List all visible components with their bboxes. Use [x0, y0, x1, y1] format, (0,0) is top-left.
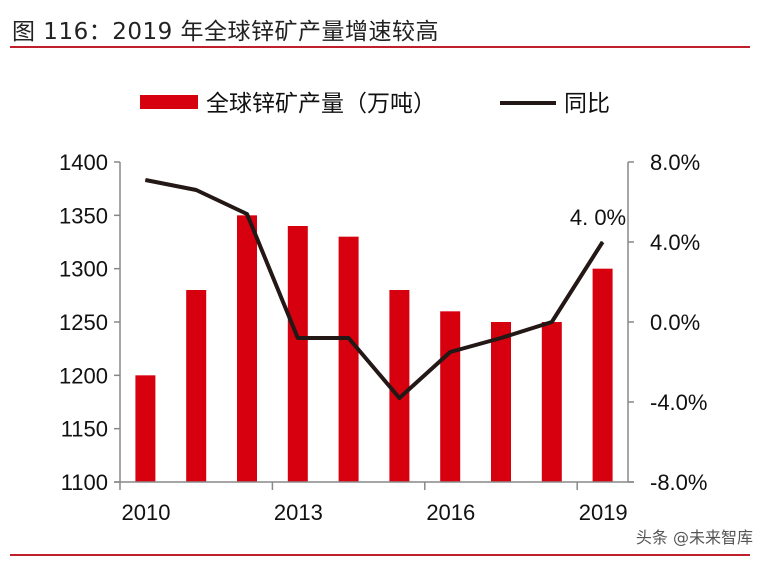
footer-rule	[10, 554, 750, 556]
bar-2012	[237, 215, 257, 483]
watermark: 头条 @未来智库	[635, 528, 753, 547]
yoy-point-2012	[246, 213, 248, 215]
bar-2013	[287, 226, 308, 482]
right-tick-label: 8.0%	[650, 150, 700, 175]
yoy-point-2014	[348, 337, 350, 339]
bar-2011	[186, 290, 207, 482]
left-tick-label: 1400	[59, 150, 108, 175]
left-tick-label: 1100	[61, 470, 108, 495]
left-tick-label: 1300	[59, 257, 108, 282]
figure-title: 图 116：2019 年全球锌矿产量增速较高	[12, 19, 440, 45]
bar-2016	[440, 311, 461, 482]
yoy-line	[145, 178, 605, 400]
bar-2014	[338, 236, 359, 482]
yoy-point-2018	[551, 321, 553, 323]
left-tick-label: 1200	[59, 363, 108, 388]
left-tick-label: 1150	[61, 417, 108, 442]
bar-2015	[389, 290, 410, 482]
yoy-point-2013	[297, 337, 299, 339]
bar-2018	[541, 322, 562, 482]
yoy-point-2015	[398, 397, 400, 399]
left-tick-label: 1350	[59, 203, 108, 228]
yoy-point-2011	[195, 189, 197, 191]
legend-bar-label: 全球锌矿产量（万吨）	[206, 91, 436, 117]
yoy-point-2010	[144, 179, 146, 181]
bar-2017	[491, 322, 511, 482]
legend-bar-swatch	[140, 95, 198, 109]
right-tick-label: -4.0%	[650, 390, 707, 415]
x-tick-label: 2010	[122, 500, 171, 525]
right-tick-label: -8.0%	[650, 470, 707, 495]
left-tick-label: 1250	[59, 310, 108, 335]
annotation-2019: 4. 0%	[570, 205, 626, 230]
x-tick-label: 2013	[274, 500, 323, 525]
right-tick-label: 4.0%	[650, 230, 700, 255]
yoy-point-2016	[449, 351, 451, 353]
bar-2019	[592, 268, 613, 482]
yoy-point-2017	[500, 337, 502, 339]
right-tick-label: 0.0%	[650, 310, 700, 335]
legend-line-label: 同比	[564, 91, 610, 117]
title-rule	[10, 46, 750, 48]
x-tick-label: 2019	[579, 500, 628, 525]
bar-2010	[135, 375, 156, 482]
x-tick-label: 2016	[426, 500, 475, 525]
yoy-point-2019	[602, 241, 604, 243]
